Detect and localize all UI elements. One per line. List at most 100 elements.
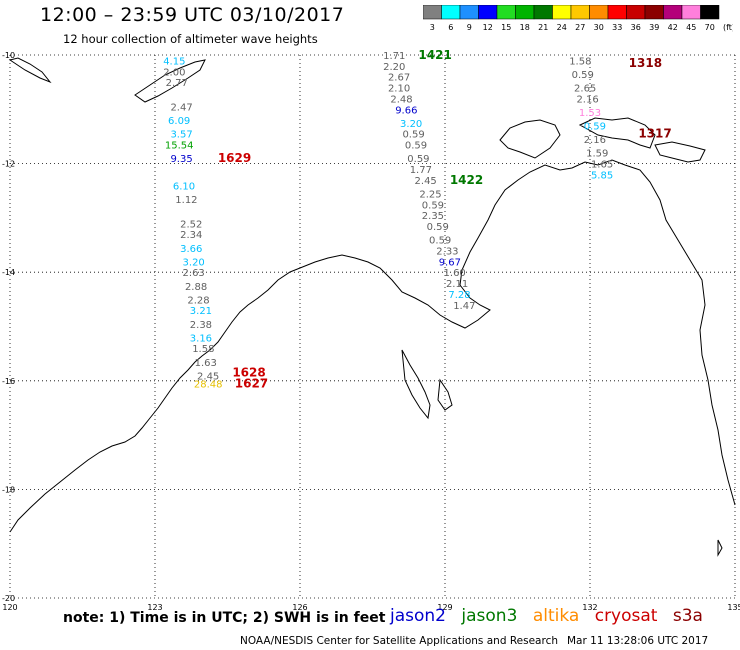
colorbar-tick: 30	[594, 23, 604, 32]
wave-height-value: 1.77	[410, 165, 432, 176]
wave-height-value: 6.09	[168, 116, 190, 127]
wave-height-value: 3.20	[183, 257, 205, 268]
wave-height-value: 6.10	[173, 181, 195, 192]
wave-height-value: 9.35	[170, 154, 192, 165]
satellite-legend: jason2 jason3 altika cryosat s3a	[390, 606, 713, 626]
wave-height-value: 3.20	[400, 119, 422, 130]
map-subtitle: 12 hour collection of altimeter wave hei…	[63, 32, 318, 46]
colorbar-tick: 3	[430, 23, 435, 32]
wave-height-value: 15.54	[165, 141, 194, 152]
wave-height-value: 1.65	[591, 160, 613, 171]
wave-height-value: 0.59	[427, 222, 449, 233]
wave-height-value: 9.67	[439, 257, 461, 268]
wave-height-value: 3.66	[180, 244, 202, 255]
wave-height-value: 3.57	[170, 130, 192, 141]
colorbar-tick: 42	[668, 23, 678, 32]
colorbar-tick: 70	[705, 23, 715, 32]
track-id: 1318	[629, 56, 662, 70]
latitude-label: -16	[2, 377, 15, 386]
wave-height-value: 3.21	[190, 306, 212, 317]
wave-height-value: 1.58	[569, 56, 591, 67]
longitude-label: 135	[727, 603, 740, 612]
longitude-label: 123	[147, 603, 162, 612]
colorbar-tick: 12	[483, 23, 493, 32]
legend-s3a: s3a	[672, 606, 703, 626]
colorbar-tick: 21	[538, 23, 548, 32]
wave-height-value: 2.11	[446, 279, 468, 290]
latitude-label: -10	[2, 51, 15, 60]
wave-height-value: 9.66	[395, 105, 417, 116]
wave-height-value: 1.53	[579, 108, 601, 119]
graticule	[9, 54, 736, 599]
wave-height-value: 2.33	[436, 246, 458, 257]
colorbar-tick: 24	[557, 23, 567, 32]
legend-jason3: jason3	[461, 606, 518, 626]
track-id: 1628	[232, 366, 265, 380]
wave-height-value: 28.48	[194, 380, 223, 391]
wave-height-value: 4.15	[163, 56, 185, 67]
wave-height-value: 5.85	[591, 170, 613, 181]
wave-height-value: 0.59	[407, 154, 429, 165]
wave-height-value: 1.60	[444, 268, 466, 279]
latitude-label: -14	[2, 268, 15, 277]
wave-height-value: 0.59	[572, 70, 594, 81]
colorbar-tick: 15	[501, 23, 511, 32]
legend-cryosat: cryosat	[594, 606, 658, 626]
legend-jason2: jason2	[390, 606, 446, 626]
colorbar-tick: 36	[631, 23, 641, 32]
longitude-label: 132	[582, 603, 597, 612]
colorbar-tick: 9	[467, 23, 472, 32]
colorbar-tick: 6	[448, 23, 453, 32]
latitude-label: -20	[2, 594, 15, 603]
coastline	[8, 57, 736, 557]
wave-height-value: 2.52	[180, 219, 202, 230]
track-id: 1629	[218, 151, 251, 165]
longitude-label: 129	[437, 603, 452, 612]
colorbar-tick: 39	[649, 23, 659, 32]
generated-timestamp: Mar 11 13:28:06 UTC 2017	[567, 635, 709, 647]
wave-height-value: 1.58	[192, 344, 214, 355]
wave-height-value: 2.35	[422, 211, 444, 222]
wave-height-value: 0.59	[422, 200, 444, 211]
colorbar-tick: 18	[520, 23, 530, 32]
track-id: 1627	[235, 377, 268, 391]
colorbar-swatch	[700, 5, 720, 20]
track-id: 1422	[450, 173, 483, 187]
wave-height-value: 2.45	[197, 371, 219, 382]
footer-note: note: 1) Time is in UTC; 2) SWH is in fe…	[63, 610, 386, 626]
wave-height-value: 1.71	[383, 51, 405, 62]
colorbar-tick: 27	[575, 23, 585, 32]
track-id: 1317	[638, 127, 671, 141]
longitude-label: 126	[292, 603, 307, 612]
wave-height-value: 2.25	[419, 189, 441, 200]
latitude-label: -18	[2, 485, 15, 494]
wave-height-value: 2.38	[190, 320, 212, 331]
wave-height-value: 1.12	[175, 195, 197, 206]
wave-height-value: 2.00	[163, 67, 185, 78]
wave-height-value: 2.77	[166, 78, 188, 89]
wave-height-value: 2.16	[576, 94, 598, 105]
wave-height-value: 0.59	[405, 141, 427, 152]
wave-height-value: 1.47	[453, 301, 475, 312]
wave-height-value: 1.59	[586, 149, 608, 160]
colorbar-unit: (ft)	[723, 23, 733, 32]
wave-height-value: 0.59	[402, 130, 424, 141]
wave-height-value: 2.10	[388, 84, 410, 95]
legend-altika: altika	[532, 606, 580, 626]
wave-height-value: 2.16	[584, 135, 606, 146]
track-id: 1421	[418, 48, 451, 62]
wave-height-value: 2.63	[183, 268, 205, 279]
wave-height-value: 2.34	[180, 230, 202, 241]
wave-height-value: 2.20	[383, 62, 405, 73]
longitude-label: 120	[2, 603, 17, 612]
axis-labels: 120 123 126 129 132 135 -10 -12 -14 -16 -18 -20	[2, 51, 740, 612]
wave-height-value: 2.47	[170, 103, 192, 114]
colorbar-tick: 33	[612, 23, 622, 32]
wave-height-value: 2.65	[574, 84, 596, 95]
wave-height-value: 0.59	[584, 122, 606, 133]
latitude-label: -12	[2, 160, 15, 169]
